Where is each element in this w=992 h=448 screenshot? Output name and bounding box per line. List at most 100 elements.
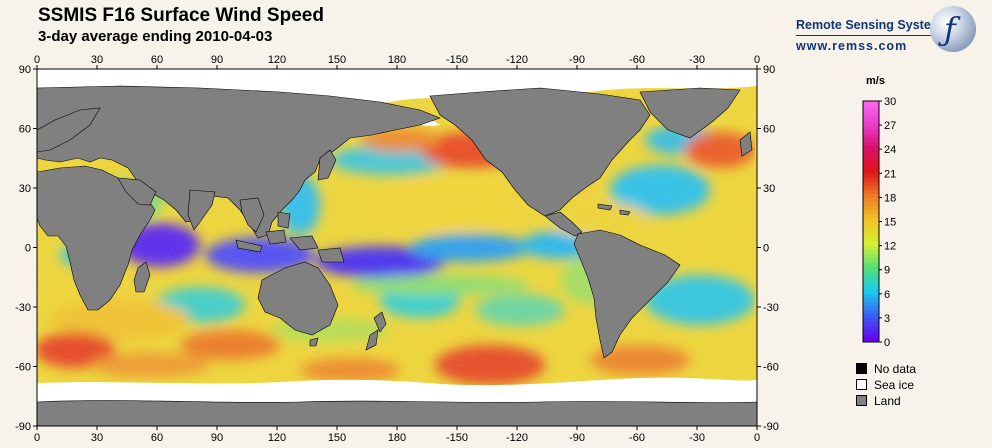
colorbar-segment [863,121,879,126]
lon-label-top: -120 [506,54,528,66]
logo-url: www.remss.com [796,39,908,53]
globe-logo-icon: ƒ [930,6,976,52]
map-area [37,69,757,426]
colorbar-segment [863,233,879,239]
map-subtitle: 3-day average ending 2010-04-03 [38,28,273,45]
colorbar-segment [863,317,879,323]
colorbar-segment [863,229,879,235]
colorbar-segment [863,265,879,271]
rss-logo: Remote Sensing Systems www.remss.com [792,16,972,60]
lon-label-bottom: 90 [211,432,223,444]
logo-divider [796,35,948,36]
colorbar-segment [863,105,879,110]
lon-label-top: 0 [754,54,760,66]
colorbar-unit: m/s [866,75,885,87]
legend-swatch [856,395,867,406]
colorbar-segment [863,117,879,122]
colorbar-segment [863,325,879,331]
lat-label-left: 60 [19,124,31,136]
colorbar-segment [863,321,879,327]
lon-label-top: 30 [91,54,103,66]
colorbar-segment [863,185,879,190]
colorbar-segment [863,209,879,214]
colorbar-segment [863,277,879,283]
colorbar-segment [863,225,879,231]
colorbar-segment [863,245,879,251]
lon-label-top: -90 [569,54,585,66]
colorbar-tick-label: 18 [884,192,896,204]
colorbar-segment [863,293,879,299]
lon-label-top: 90 [211,54,223,66]
colorbar-segment [863,181,879,186]
colorbar-segment [863,269,879,275]
colorbar-segment [863,129,879,134]
lon-label-top: 180 [388,54,406,66]
colorbar-segment [863,253,879,259]
lat-label-left: 0 [25,243,31,255]
colorbar-tick-label: 15 [884,217,896,229]
lat-label-left: -60 [15,362,31,374]
legend-label: Land [874,394,901,408]
logo-glyph-icon: ƒ [944,10,956,48]
colorbar-tick-label: 3 [884,313,890,325]
colorbar-segment [863,133,879,138]
colorbar-segment [863,137,879,142]
legend-swatch [856,363,867,374]
lon-label-bottom: 180 [388,432,406,444]
lat-label-right: 0 [763,243,769,255]
lon-label-top: 0 [34,54,40,66]
colorbar-tick-label: 0 [884,337,890,349]
colorbar-segment [863,221,879,227]
colorbar-segment [863,261,879,267]
lat-label-right: -60 [763,362,779,374]
lat-label-left: -90 [15,421,31,433]
lat-label-left: 90 [19,64,31,76]
legend-label: Sea ice [874,378,915,392]
lon-label-bottom: 30 [91,432,103,444]
colorbar-segment [863,193,879,198]
colorbar-segment [863,165,879,170]
colorbar-segment [863,237,879,243]
lon-label-bottom: 0 [34,432,40,444]
colorbar-segment [863,289,879,295]
colorbar-segment [863,217,879,222]
colorbar-segment [863,297,879,303]
colorbar-segment [863,205,879,210]
colorbar-tick-label: 27 [884,120,896,132]
legend-label: No data [874,362,917,376]
lon-label-bottom: 0 [754,432,760,444]
colorbar-segment [863,113,879,118]
colorbar-segment [863,177,879,182]
legend-swatch [856,379,867,390]
colorbar-segment [863,249,879,255]
colorbar-segment [863,157,879,162]
colorbar-segment [863,333,879,339]
colorbar-segment [863,285,879,291]
colorbar-segment [863,149,879,154]
lon-label-bottom: 150 [328,432,346,444]
map-title: SSMIS F16 Surface Wind Speed [38,5,324,26]
colorbar-segment [863,141,879,146]
colorbar-tick-label: 6 [884,289,890,301]
lon-label-top: -60 [629,54,645,66]
lat-label-left: 30 [19,183,31,195]
colorbar-segment [863,273,879,279]
colorbar-segment [863,169,879,174]
lon-label-top: 60 [151,54,163,66]
colorbar-tick-label: 21 [884,168,896,180]
colorbar-segment [863,125,879,130]
lon-label-top: -30 [689,54,705,66]
colorbar-segment [863,145,879,150]
colorbar-segment [863,257,879,263]
colorbar-segment [863,309,879,315]
colorbar-tick-label: 30 [884,96,896,108]
lon-label-bottom: -120 [506,432,528,444]
colorbar-tick-label: 24 [884,144,896,156]
colorbar-segment [863,337,879,343]
colorbar-segment [863,153,879,158]
lon-label-top: -150 [446,54,468,66]
colorbar-segment [863,197,879,202]
lon-label-bottom: 60 [151,432,163,444]
lon-label-bottom: -90 [569,432,585,444]
